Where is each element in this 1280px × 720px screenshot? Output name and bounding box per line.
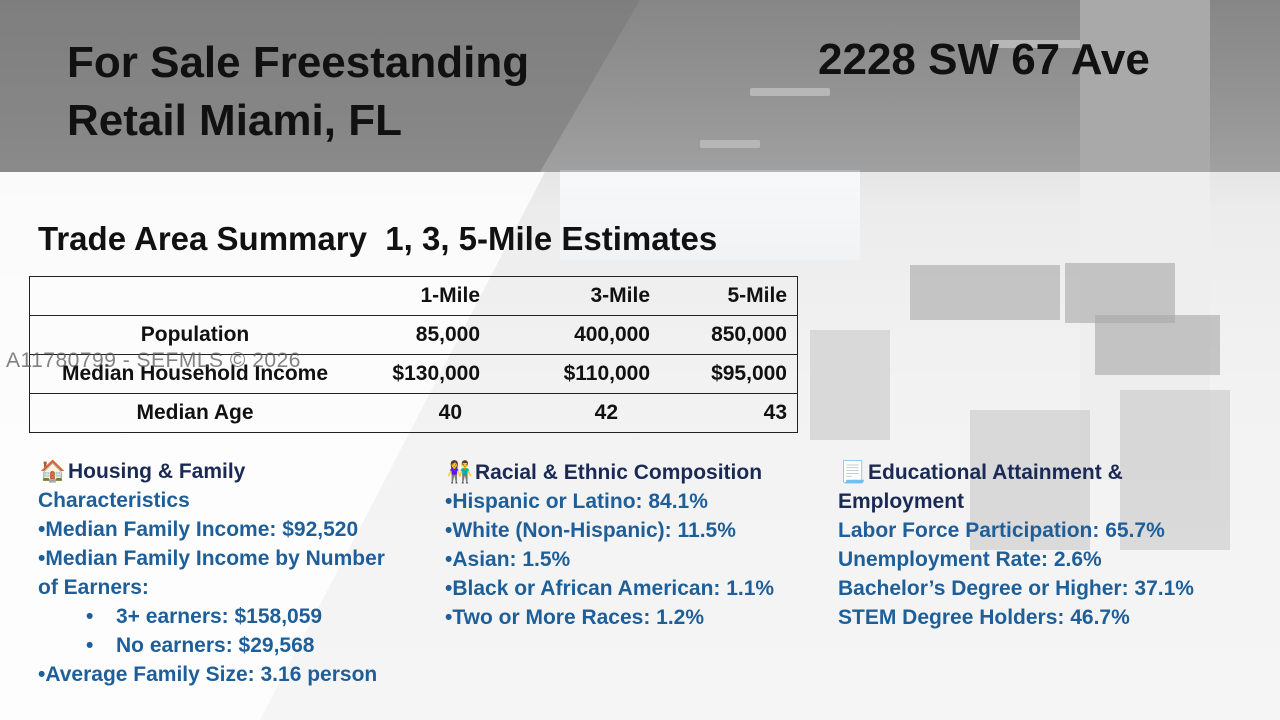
table-row: Median Age 40 42 43 xyxy=(29,393,798,433)
mls-watermark: A11780799 - SEFMLS © 2026 xyxy=(6,349,301,372)
row-label: Median Household Income xyxy=(29,354,360,394)
value-cell: 85,000 xyxy=(360,315,490,355)
value-cell: $110,000 xyxy=(490,354,660,394)
list-item: •Black or African American: 1.1% xyxy=(445,577,775,600)
table-header-cell: 3-Mile xyxy=(490,276,660,316)
table-header-cell: 1-Mile xyxy=(360,276,490,316)
people-icon: 👫 xyxy=(446,461,474,484)
value-cell: $130,000 xyxy=(360,354,490,394)
list-item: •Average Family Size: 3.16 person xyxy=(38,663,378,686)
housing-title-cont: Characteristics xyxy=(38,489,190,512)
table-row: Population 85,000 400,000 850,000 xyxy=(29,315,798,355)
list-subitem: 3+ earners: $158,059 xyxy=(38,602,438,631)
table-header-cell: 5-Mile xyxy=(660,276,798,316)
list-item: of Earners: xyxy=(38,576,149,599)
list-subitem: No earners: $29,568 xyxy=(38,631,438,660)
list-item: •Two or More Races: 1.2% xyxy=(445,606,705,629)
row-label: Median Age xyxy=(29,393,360,433)
racial-section: 👫Racial & Ethnic Composition •Hispanic o… xyxy=(445,458,815,632)
table-row: Median Household Income $130,000 $110,00… xyxy=(29,354,798,394)
education-title-cont: Employment xyxy=(838,490,965,513)
education-title: Educational Attainment & xyxy=(868,461,1123,484)
page-title: For Sale Freestanding Retail Miami, FL xyxy=(67,38,530,145)
list-item: Labor Force Participation: 65.7% xyxy=(838,519,1165,542)
racial-title: Racial & Ethnic Composition xyxy=(475,461,763,484)
list-item: STEM Degree Holders: 46.7% xyxy=(838,606,1130,629)
table-header-cell xyxy=(29,276,360,316)
value-cell: 42 xyxy=(490,393,660,433)
list-item: •White (Non-Hispanic): 11.5% xyxy=(445,519,736,542)
house-icon: 🏠 xyxy=(39,460,67,483)
housing-title: Housing & Family xyxy=(68,460,246,483)
table-header-row: 1-Mile 3-Mile 5-Mile xyxy=(29,276,798,316)
property-address: 2228 SW 67 Ave xyxy=(818,35,1150,84)
list-item: •Median Family Income: $92,520 xyxy=(38,518,359,541)
list-item: •Hispanic or Latino: 84.1% xyxy=(445,490,708,513)
scroll-icon: 📃 xyxy=(839,461,867,484)
list-item: •Asian: 1.5% xyxy=(445,548,571,571)
row-label: Population xyxy=(29,315,360,355)
value-cell: 850,000 xyxy=(660,315,798,355)
value-cell: 40 xyxy=(360,393,490,433)
value-cell: 43 xyxy=(660,393,798,433)
list-item: Unemployment Rate: 2.6% xyxy=(838,548,1102,571)
list-item: •Median Family Income by Number xyxy=(38,547,385,570)
education-section: 📃Educational Attainment & Employment Lab… xyxy=(838,458,1258,632)
value-cell: 400,000 xyxy=(490,315,660,355)
section-title: Trade Area Summary 1, 3, 5-Mile Estimate… xyxy=(38,220,718,257)
trade-area-table: 1-Mile 3-Mile 5-Mile Population 85,000 4… xyxy=(29,276,798,433)
list-item: Bachelor’s Degree or Higher: 37.1% xyxy=(838,577,1194,600)
value-cell: $95,000 xyxy=(660,354,798,394)
housing-section: 🏠Housing & Family Characteristics •Media… xyxy=(38,457,438,689)
